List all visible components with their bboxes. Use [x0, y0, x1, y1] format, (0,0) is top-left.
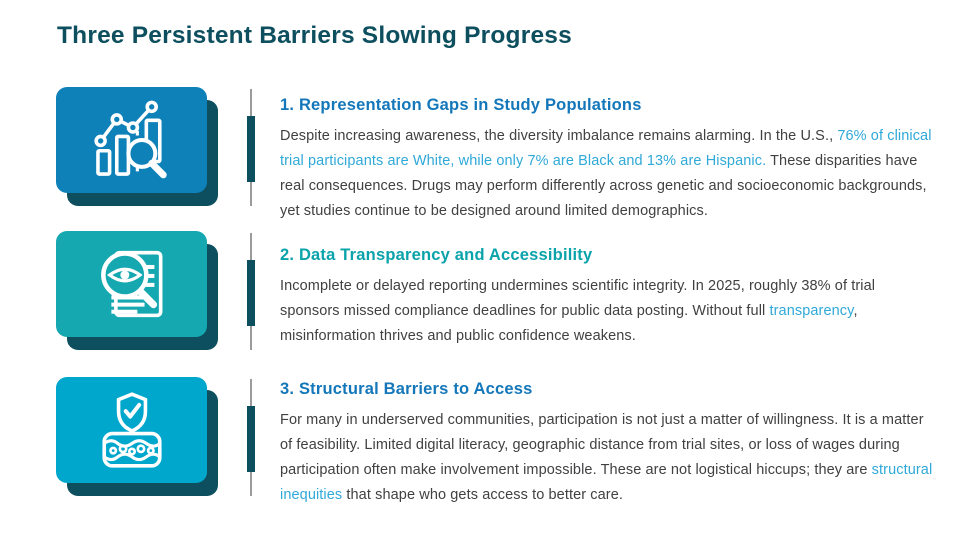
body-text: These disparities have real consequences…	[280, 153, 927, 219]
icon-card-3	[56, 377, 218, 496]
icon-card-1	[56, 87, 218, 206]
section-heading: 1. Representation Gaps in Study Populati…	[280, 96, 642, 114]
page-title: Three Persistent Barriers Slowing Progre…	[57, 22, 572, 49]
divider-accent-bar	[247, 260, 255, 326]
eye-magnifier-document-icon	[100, 250, 162, 318]
divider-accent-bar	[247, 116, 255, 182]
highlight-text: 76% of clinical trial participants are W…	[280, 128, 932, 169]
section-body: Incomplete or delayed reporting undermin…	[280, 274, 937, 349]
barrier-section-2: 2. Data Transparency and Accessibility I…	[0, 231, 980, 353]
highlight-text: structural inequities	[280, 462, 933, 503]
divider-accent-bar	[247, 406, 255, 472]
barrier-section-3: 3. Structural Barriers to Access For man…	[0, 377, 980, 503]
highlight-text: transparency	[769, 303, 854, 319]
body-text: that shape who gets access to better car…	[342, 487, 624, 503]
section-content: 1. Representation Gaps in Study Populati…	[280, 96, 937, 224]
section-divider	[247, 233, 255, 350]
section-body: Despite increasing awareness, the divers…	[280, 124, 937, 224]
section-heading: 2. Data Transparency and Accessibility	[280, 246, 593, 264]
section-heading: 3. Structural Barriers to Access	[280, 380, 533, 398]
section-body: For many in underserved communities, par…	[280, 408, 937, 508]
card-face-access	[56, 377, 207, 483]
icon-card-2	[56, 231, 218, 350]
card-face-representation	[56, 87, 207, 193]
analytics-magnifier-icon	[93, 100, 167, 179]
section-divider	[247, 89, 255, 206]
body-text: Despite increasing awareness, the divers…	[280, 128, 838, 144]
barrier-section-1: 1. Representation Gaps in Study Populati…	[0, 87, 980, 219]
body-text: For many in underserved communities, par…	[280, 412, 924, 478]
section-content: 3. Structural Barriers to Access For man…	[280, 380, 937, 508]
card-face-transparency	[56, 231, 207, 337]
section-content: 2. Data Transparency and Accessibility I…	[280, 246, 937, 349]
section-divider	[247, 379, 255, 496]
body-text: , misinformation thrives and public conf…	[280, 303, 858, 344]
body-text: Incomplete or delayed reporting undermin…	[280, 278, 876, 319]
shield-skin-layers-icon	[101, 392, 162, 468]
